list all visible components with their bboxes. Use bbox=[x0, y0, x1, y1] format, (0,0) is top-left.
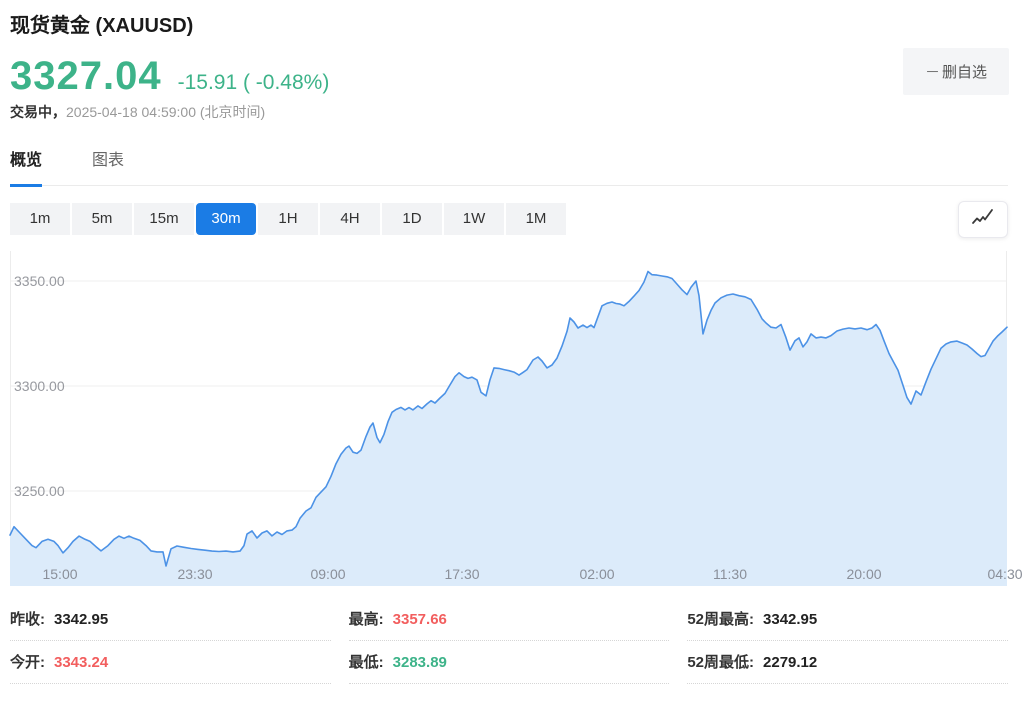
stat-label: 今开: bbox=[10, 654, 45, 671]
timeframe-15m[interactable]: 15m bbox=[134, 203, 194, 235]
timeframe-1d[interactable]: 1D bbox=[382, 203, 442, 235]
stat-prev-close: 昨收: 3342.95 bbox=[10, 598, 331, 641]
tab-bar: 概览 图表 bbox=[10, 150, 1008, 187]
status-row: 交易中，2025-04-18 04:59:00 (北京时间) bbox=[10, 102, 1008, 122]
timeframe-toolbar: 1m 5m 15m 30m 1H 4H 1D 1W 1M bbox=[10, 201, 1008, 238]
minus-icon: － bbox=[924, 64, 940, 81]
price-line bbox=[9, 270, 1008, 567]
timezone-label: (北京时间) bbox=[199, 104, 266, 120]
trading-status: 交易中， bbox=[10, 104, 66, 120]
stats-col-2: 最高: 3357.66 最低: 3283.89 bbox=[348, 598, 670, 684]
stat-label: 52周最低: bbox=[687, 654, 755, 671]
timeframe-30m[interactable]: 30m bbox=[196, 203, 256, 235]
stat-value: 2279.12 bbox=[763, 654, 818, 671]
stat-label: 最低: bbox=[348, 654, 384, 671]
line-chart-icon bbox=[970, 207, 996, 232]
stat-value: 3342.95 bbox=[54, 611, 109, 628]
timeframe-4h[interactable]: 4H bbox=[320, 203, 380, 235]
stats-panel: 昨收: 3342.95 今开: 3343.24 最高: 3357.66 最低: … bbox=[10, 598, 1008, 684]
timeframe-1h[interactable]: 1H bbox=[258, 203, 318, 235]
stat-value: 3343.24 bbox=[54, 654, 109, 671]
stats-col-1: 昨收: 3342.95 今开: 3343.24 bbox=[10, 598, 331, 684]
price-chart[interactable]: 3350.00 3300.00 3250.00 15:00 23:30 09:00 17:3… bbox=[0, 245, 1024, 590]
stat-52w-high: 52周最高: 3342.95 bbox=[687, 598, 1008, 641]
quote-page: 现货黄金 (XAUUSD) － 删自选 3327.04 -15.91 ( -0.… bbox=[0, 15, 1024, 684]
stat-label: 昨收: bbox=[10, 611, 45, 628]
tab-chart[interactable]: 图表 bbox=[92, 152, 125, 169]
timeframe-1m-month[interactable]: 1M bbox=[506, 203, 566, 235]
tab-overview[interactable]: 概览 bbox=[10, 150, 43, 187]
stat-label: 52周最高: bbox=[687, 611, 755, 628]
area-fill bbox=[10, 271, 1007, 586]
quote-timestamp: 2025-04-18 04:59:00 bbox=[66, 104, 196, 120]
stat-label: 最高: bbox=[348, 611, 384, 628]
last-price: 3327.04 bbox=[10, 54, 162, 98]
stat-low: 最低: 3283.89 bbox=[348, 641, 670, 684]
stat-value: 3283.89 bbox=[392, 654, 447, 671]
price-change: -15.91 ( -0.48%) bbox=[177, 71, 330, 94]
stat-value: 3342.95 bbox=[763, 611, 818, 628]
timeframe-1w[interactable]: 1W bbox=[444, 203, 504, 235]
area-chart-svg bbox=[9, 251, 1008, 586]
page-title: 现货黄金 (XAUUSD) bbox=[10, 15, 194, 37]
stat-open: 今开: 3343.24 bbox=[10, 641, 331, 684]
stat-value: 3357.66 bbox=[392, 611, 447, 628]
stats-col-3: 52周最高: 3342.95 52周最低: 2279.12 bbox=[687, 598, 1008, 684]
stat-high: 最高: 3357.66 bbox=[348, 598, 670, 641]
price-row: 3327.04 -15.91 ( -0.48%) bbox=[10, 54, 1008, 98]
timeframe-5m[interactable]: 5m bbox=[72, 203, 132, 235]
remove-watchlist-button[interactable]: － 删自选 bbox=[903, 48, 1009, 95]
chart-type-button[interactable] bbox=[958, 201, 1008, 238]
timeframe-1m[interactable]: 1m bbox=[10, 203, 70, 235]
remove-watchlist-label: 删自选 bbox=[942, 64, 988, 81]
stat-52w-low: 52周最低: 2279.12 bbox=[687, 641, 1008, 684]
